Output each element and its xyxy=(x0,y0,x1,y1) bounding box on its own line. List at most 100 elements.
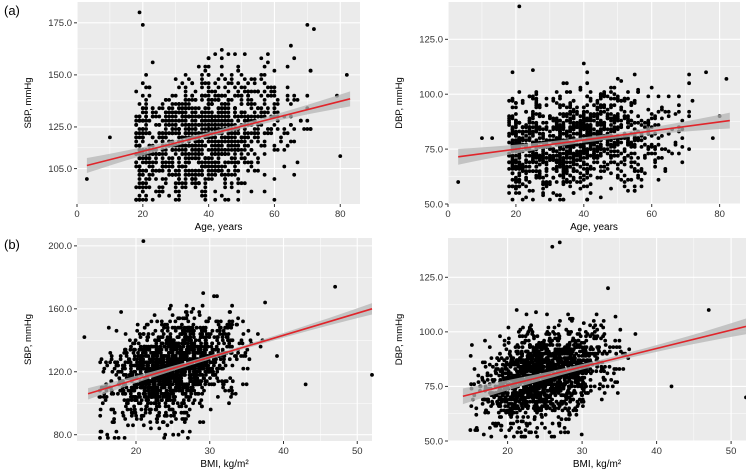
data-point xyxy=(239,98,244,102)
outlier-point xyxy=(141,239,146,244)
data-point xyxy=(193,114,198,119)
data-point xyxy=(210,168,214,173)
data-point xyxy=(157,379,162,384)
data-point xyxy=(188,379,193,384)
data-point xyxy=(249,114,254,119)
data-point xyxy=(226,139,231,144)
data-point xyxy=(183,332,187,336)
data-point xyxy=(656,123,661,127)
data-point xyxy=(183,335,188,339)
data-point xyxy=(191,341,196,346)
data-point xyxy=(183,152,188,156)
data-point xyxy=(571,114,576,119)
data-point xyxy=(210,89,214,94)
data-point xyxy=(200,152,204,156)
data-point xyxy=(148,410,152,415)
data-point xyxy=(203,93,208,98)
data-point xyxy=(203,189,208,194)
data-point xyxy=(520,129,525,134)
data-point xyxy=(137,172,142,177)
data-point xyxy=(216,118,221,123)
data-point xyxy=(200,110,204,115)
data-point xyxy=(163,114,168,119)
data-point xyxy=(285,143,290,148)
data-point xyxy=(149,401,153,406)
data-point xyxy=(568,156,573,160)
y-tick-label: 120.0 xyxy=(48,367,72,378)
data-point xyxy=(214,344,219,349)
data-point xyxy=(531,96,535,101)
data-point xyxy=(187,388,192,393)
data-point xyxy=(551,175,556,180)
data-point xyxy=(169,420,174,424)
data-point xyxy=(226,89,231,94)
data-point xyxy=(193,177,198,181)
data-point xyxy=(541,134,545,138)
data-point xyxy=(203,127,208,131)
data-point xyxy=(514,175,518,180)
data-point xyxy=(213,139,218,144)
data-point xyxy=(262,64,267,69)
data-point xyxy=(246,160,251,165)
data-point xyxy=(229,139,234,144)
data-point xyxy=(164,410,168,415)
data-point xyxy=(155,357,159,362)
data-point xyxy=(266,52,270,56)
data-point xyxy=(266,106,270,111)
data-point xyxy=(615,391,620,395)
data-point xyxy=(520,162,525,167)
data-point xyxy=(165,360,170,365)
data-point xyxy=(136,395,141,399)
data-point xyxy=(182,369,187,374)
data-point xyxy=(215,338,220,343)
data-point xyxy=(190,148,195,152)
data-point xyxy=(575,158,579,163)
data-point xyxy=(517,184,522,189)
data-point xyxy=(226,197,231,202)
data-point xyxy=(182,401,186,406)
data-point xyxy=(201,376,206,380)
data-point xyxy=(514,186,518,191)
data-point xyxy=(200,328,204,333)
data-point xyxy=(192,316,197,321)
data-point xyxy=(140,197,145,202)
data-point xyxy=(541,120,545,125)
data-point xyxy=(564,149,569,154)
data-point xyxy=(196,114,201,119)
data-point xyxy=(551,134,556,138)
x-tick-label: 80 xyxy=(335,209,346,220)
data-point xyxy=(147,391,152,396)
data-point xyxy=(145,322,150,327)
data-point xyxy=(229,131,234,136)
data-point xyxy=(561,131,566,136)
data-point xyxy=(184,357,189,362)
data-point xyxy=(199,344,204,349)
data-point xyxy=(259,73,264,77)
data-point xyxy=(612,114,617,119)
data-point xyxy=(210,98,214,102)
data-point xyxy=(561,81,566,86)
data-point xyxy=(203,160,208,165)
data-point xyxy=(514,140,518,145)
data-point xyxy=(173,114,178,119)
data-point xyxy=(223,388,228,393)
data-point xyxy=(208,332,213,336)
data-point xyxy=(148,420,153,424)
data-point xyxy=(619,123,624,127)
data-point xyxy=(242,160,247,165)
data-point xyxy=(173,354,178,358)
data-point xyxy=(195,382,200,387)
data-point xyxy=(128,373,133,377)
data-point xyxy=(553,336,557,341)
data-point xyxy=(588,164,593,169)
data-point xyxy=(636,169,640,174)
data-point xyxy=(143,407,148,412)
data-point xyxy=(193,143,198,148)
data-point xyxy=(210,114,214,119)
data-point xyxy=(193,338,198,343)
data-point xyxy=(134,185,139,190)
data-point xyxy=(179,332,184,336)
data-point xyxy=(558,197,562,202)
data-point xyxy=(180,123,185,127)
data-point xyxy=(216,168,221,173)
